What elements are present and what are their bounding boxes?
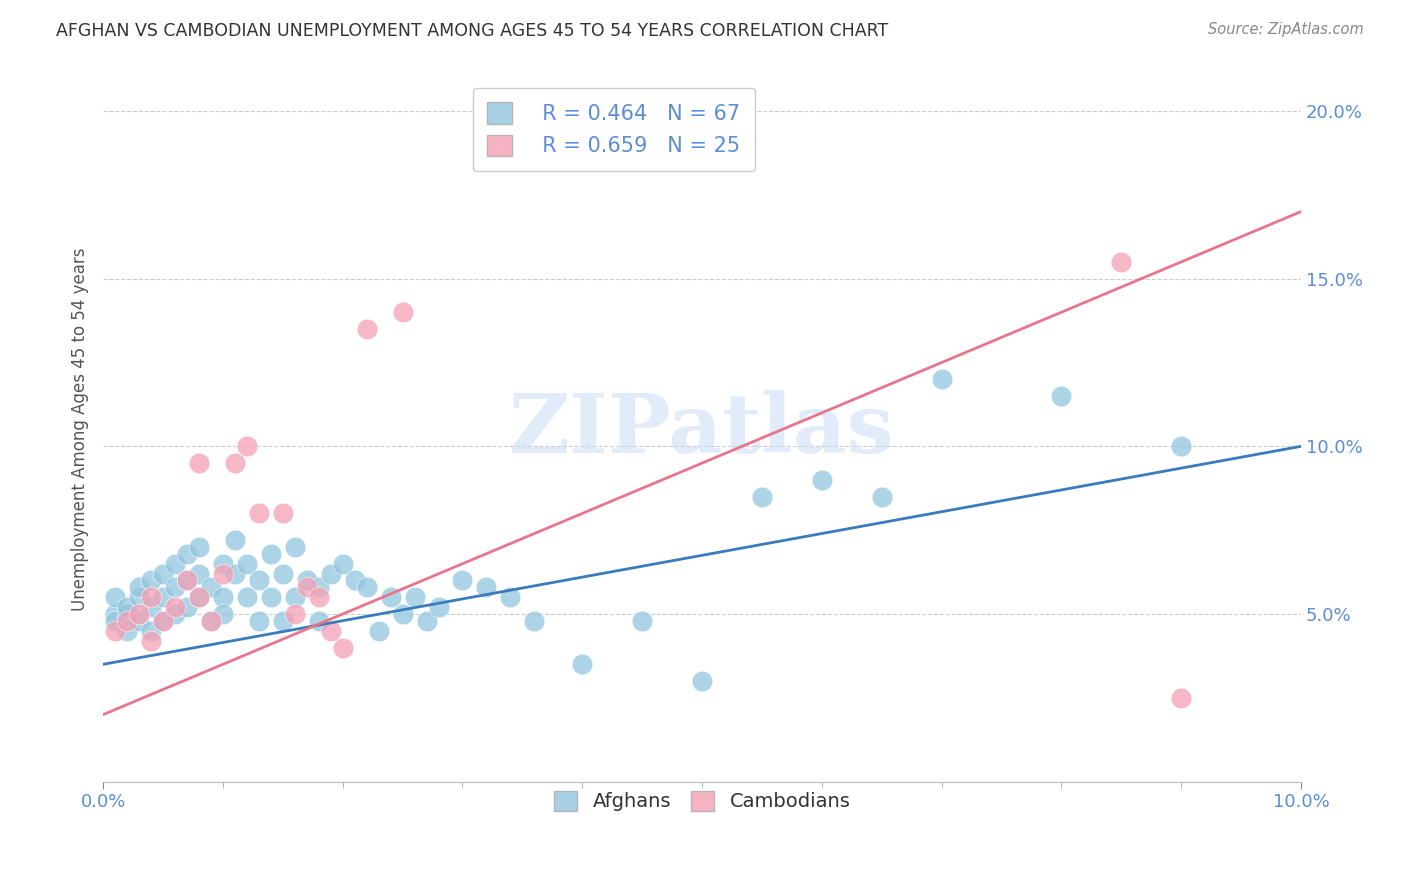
Point — [139, 600, 162, 615]
Point — [332, 557, 354, 571]
Point — [247, 507, 270, 521]
Point — [319, 566, 342, 581]
Point — [115, 607, 138, 621]
Point — [271, 614, 294, 628]
Point — [212, 566, 235, 581]
Point — [152, 591, 174, 605]
Point — [115, 624, 138, 638]
Point — [1170, 439, 1192, 453]
Point — [271, 507, 294, 521]
Legend: Afghans, Cambodians: Afghans, Cambodians — [540, 777, 863, 825]
Point — [104, 607, 127, 621]
Point — [200, 580, 222, 594]
Point — [188, 591, 211, 605]
Point — [295, 574, 318, 588]
Point — [236, 557, 259, 571]
Point — [188, 591, 211, 605]
Point — [295, 580, 318, 594]
Point — [224, 456, 246, 470]
Point — [380, 591, 402, 605]
Point — [128, 591, 150, 605]
Point — [152, 614, 174, 628]
Point — [475, 580, 498, 594]
Point — [139, 591, 162, 605]
Point — [236, 591, 259, 605]
Point — [188, 566, 211, 581]
Point — [128, 614, 150, 628]
Point — [139, 574, 162, 588]
Point — [356, 322, 378, 336]
Point — [870, 490, 893, 504]
Point — [236, 439, 259, 453]
Point — [176, 600, 198, 615]
Point — [391, 607, 413, 621]
Point — [139, 633, 162, 648]
Point — [308, 614, 330, 628]
Point — [391, 305, 413, 319]
Point — [571, 657, 593, 672]
Point — [224, 533, 246, 548]
Point — [212, 607, 235, 621]
Point — [319, 624, 342, 638]
Point — [284, 607, 307, 621]
Point — [104, 591, 127, 605]
Point — [128, 607, 150, 621]
Point — [128, 580, 150, 594]
Point — [260, 547, 283, 561]
Point — [451, 574, 474, 588]
Point — [152, 614, 174, 628]
Point — [200, 614, 222, 628]
Point — [163, 557, 186, 571]
Point — [188, 456, 211, 470]
Point — [499, 591, 522, 605]
Point — [247, 614, 270, 628]
Point — [260, 591, 283, 605]
Point — [751, 490, 773, 504]
Point — [104, 624, 127, 638]
Point — [811, 473, 834, 487]
Point — [247, 574, 270, 588]
Point — [427, 600, 450, 615]
Point — [404, 591, 426, 605]
Point — [188, 540, 211, 554]
Point — [690, 674, 713, 689]
Point — [332, 640, 354, 655]
Point — [224, 566, 246, 581]
Y-axis label: Unemployment Among Ages 45 to 54 years: Unemployment Among Ages 45 to 54 years — [72, 248, 89, 611]
Point — [931, 372, 953, 386]
Point — [212, 557, 235, 571]
Point — [163, 607, 186, 621]
Text: AFGHAN VS CAMBODIAN UNEMPLOYMENT AMONG AGES 45 TO 54 YEARS CORRELATION CHART: AFGHAN VS CAMBODIAN UNEMPLOYMENT AMONG A… — [56, 22, 889, 40]
Point — [343, 574, 366, 588]
Point — [1170, 690, 1192, 705]
Point — [115, 600, 138, 615]
Point — [271, 566, 294, 581]
Point — [212, 591, 235, 605]
Text: Source: ZipAtlas.com: Source: ZipAtlas.com — [1208, 22, 1364, 37]
Point — [104, 614, 127, 628]
Point — [115, 614, 138, 628]
Point — [176, 574, 198, 588]
Point — [176, 574, 198, 588]
Point — [308, 591, 330, 605]
Point — [139, 624, 162, 638]
Point — [152, 566, 174, 581]
Point — [308, 580, 330, 594]
Point — [163, 600, 186, 615]
Point — [200, 614, 222, 628]
Point — [163, 580, 186, 594]
Point — [284, 591, 307, 605]
Point — [1111, 255, 1133, 269]
Point — [415, 614, 437, 628]
Point — [523, 614, 546, 628]
Point — [631, 614, 654, 628]
Text: ZIPatlas: ZIPatlas — [509, 390, 894, 469]
Point — [367, 624, 389, 638]
Point — [284, 540, 307, 554]
Point — [176, 547, 198, 561]
Point — [1050, 389, 1073, 403]
Point — [356, 580, 378, 594]
